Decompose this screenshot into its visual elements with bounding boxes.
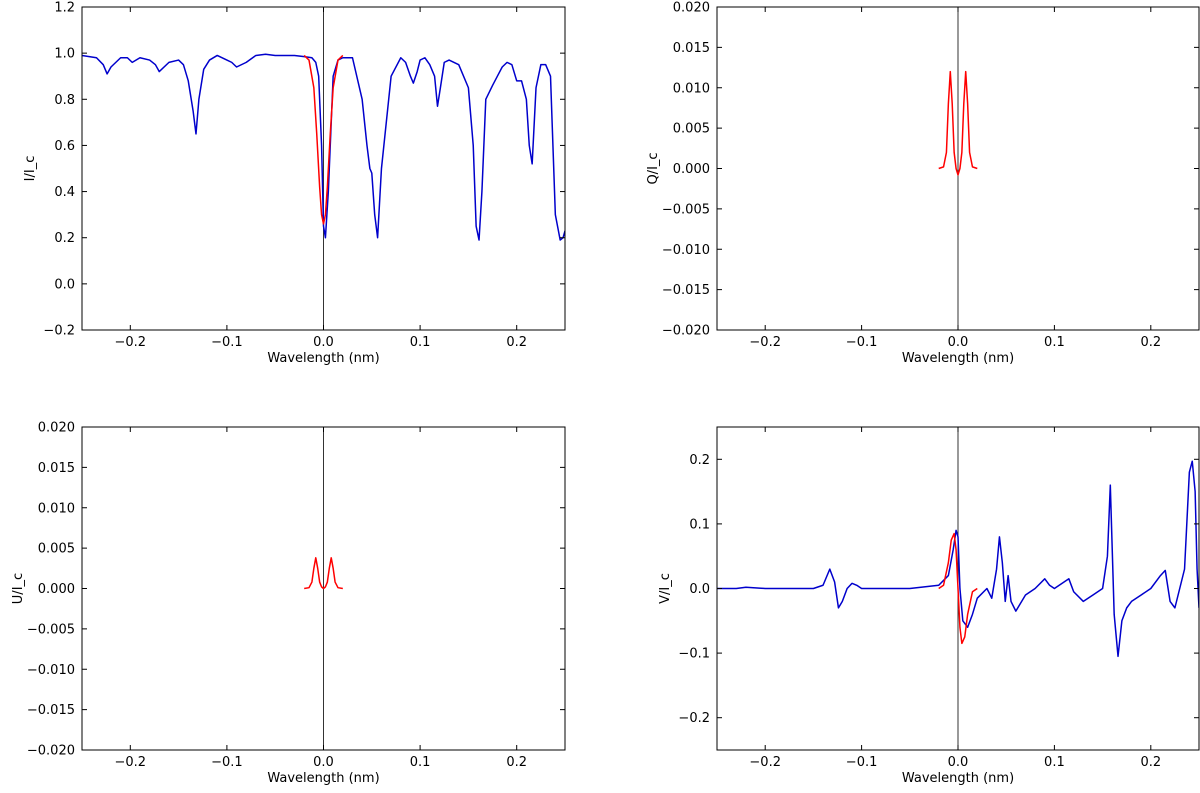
stokes-u-ytick-label: −0.020 (27, 744, 75, 759)
stokes-q-series-0-line (938, 70, 978, 176)
stokes-q-ytick-label: 0.020 (673, 1, 710, 16)
panel-stokes-i: −0.2 −0.1 0.0 0.1 0.2 −0.2 0.0 0.2 0.4 0.6 0.8 1.0 1… (23, 1, 566, 366)
stokes-v-xtick-label: 0.1 (1044, 755, 1065, 770)
stokes-q-ytick-label: 0.015 (673, 41, 710, 56)
stokes-q-ytick-label: −0.015 (662, 283, 710, 298)
stokes-u-ytick-label: 0.020 (38, 421, 75, 436)
stokes-q-xtick-label: −0.1 (846, 335, 878, 350)
stokes-i-ytick-label: 0.0 (54, 277, 75, 292)
stokes-i-series-0-line (82, 53, 565, 241)
stokes-u-xtick-label: 0.2 (506, 755, 527, 770)
stokes-u-ylabel: U/I_c (11, 573, 26, 604)
stokes-u-ytick-label: 0.000 (38, 582, 75, 597)
stokes-i-ytick-label: 0.6 (54, 139, 75, 154)
stokes-q-ylabel: Q/I_c (646, 152, 661, 184)
panel-stokes-u: −0.2 −0.1 0.0 0.1 0.2 −0.020 −0.015 −0.010 −0.00… (11, 421, 566, 786)
stokes-u-xtick-label: −0.2 (115, 755, 147, 770)
stokes-v-ytick-label: 0.1 (689, 517, 710, 532)
stokes-v-xtick-label: 0.0 (948, 755, 969, 770)
stokes-q-xtick-label: 0.2 (1140, 335, 1161, 350)
stokes-v-ytick-label: 0.0 (689, 582, 710, 597)
stokes-q-ytick-label: 0.005 (673, 122, 710, 137)
stokes-v-xtick-label: 0.2 (1140, 755, 1161, 770)
stokes-v-ylabel: V/I_c (658, 573, 673, 604)
stokes-i-xlabel: Wavelength (nm) (267, 351, 379, 366)
stokes-i-ytick-label: 0.8 (54, 93, 75, 108)
stokes-i-ytick-label: 0.4 (54, 185, 75, 200)
stokes-q-ytick-label: −0.005 (662, 202, 710, 217)
stokes-u-series-0-line (304, 557, 343, 590)
stokes-u-xtick-label: 0.1 (410, 755, 431, 770)
stokes-v-xlabel: Wavelength (nm) (902, 771, 1014, 786)
stokes-u-ytick-label: −0.005 (27, 622, 75, 637)
stokes-i-ylabel: I/I_c (23, 156, 38, 182)
stokes-u-xtick-label: 0.0 (313, 755, 334, 770)
stokes-u-ytick-label: −0.010 (27, 663, 75, 678)
stokes-i-ytick-label: 1.0 (54, 47, 75, 62)
stokes-u-ytick-label: 0.005 (38, 542, 75, 557)
stokes-i-xtick-label: −0.1 (211, 335, 243, 350)
stokes-q-ytick-label: 0.010 (673, 81, 710, 96)
stokes-i-series-1-line (303, 54, 344, 225)
stokes-u-ytick-label: 0.015 (38, 461, 75, 476)
stokes-i-xtick-label: 0.0 (313, 335, 334, 350)
stokes-i-ytick-label: −0.2 (43, 324, 75, 339)
stokes-q-xtick-label: 0.1 (1044, 335, 1065, 350)
stokes-q-ytick-label: −0.020 (662, 324, 710, 339)
stokes-v-series-0-line (717, 460, 1199, 658)
stokes-u-xtick-label: −0.1 (211, 755, 243, 770)
stokes-q-ytick-label: 0.000 (673, 162, 710, 177)
stokes-u-ytick-label: −0.015 (27, 703, 75, 718)
stokes-v-ytick-label: 0.2 (689, 453, 710, 468)
stokes-u-xlabel: Wavelength (nm) (267, 771, 379, 786)
stokes-i-ytick-label: 0.2 (54, 231, 75, 246)
stokes-v-ytick-label: −0.2 (678, 711, 710, 726)
stokes-v-xtick-label: −0.1 (846, 755, 878, 770)
stokes-i-xtick-label: 0.1 (410, 335, 431, 350)
stokes-i-ytick-label: 1.2 (54, 1, 75, 16)
stokes-v-ytick-label: −0.1 (678, 647, 710, 662)
stokes-q-xtick-label: 0.0 (948, 335, 969, 350)
stokes-q-xlabel: Wavelength (nm) (902, 351, 1014, 366)
stokes-u-ytick-label: 0.010 (38, 501, 75, 516)
stokes-i-xtick-label: 0.2 (506, 335, 527, 350)
panel-stokes-q: −0.2 −0.1 0.0 0.1 0.2 −0.020 −0.015 −0.010 −0.00… (646, 1, 1200, 366)
panel-stokes-v: −0.2 −0.1 0.0 0.1 0.2 −0.2 −0.1 0.0 0.1 0.2 Wavele… (658, 426, 1200, 786)
stokes-i-xtick-label: −0.2 (115, 335, 147, 350)
stokes-v-xtick-label: −0.2 (749, 755, 781, 770)
stokes-v-series-1-line (938, 532, 978, 645)
stokes-q-ytick-label: −0.010 (662, 243, 710, 258)
stokes-q-xtick-label: −0.2 (749, 335, 781, 350)
